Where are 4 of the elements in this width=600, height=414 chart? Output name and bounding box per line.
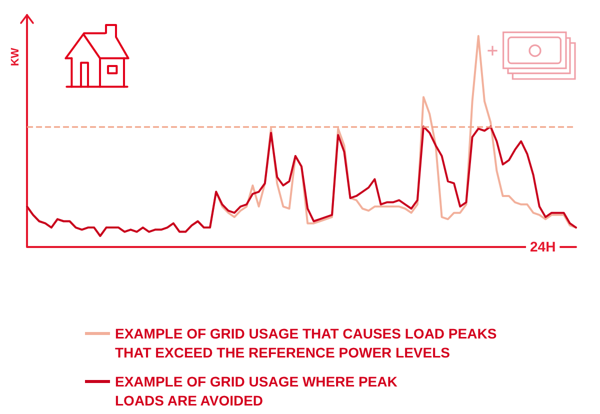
y-axis-title: KW (10, 47, 22, 66)
legend-label: EXAMPLE OF GRID USAGE WHERE PEAK LOADS ARE AVOIDED (115, 374, 402, 408)
x-axis-title: 24H (530, 238, 556, 254)
legend-label: EXAMPLE OF GRID USAGE THAT CAUSES LOAD PEAKS THAT EXCEED THE REFERENCE POWER LEVELS (115, 326, 501, 360)
